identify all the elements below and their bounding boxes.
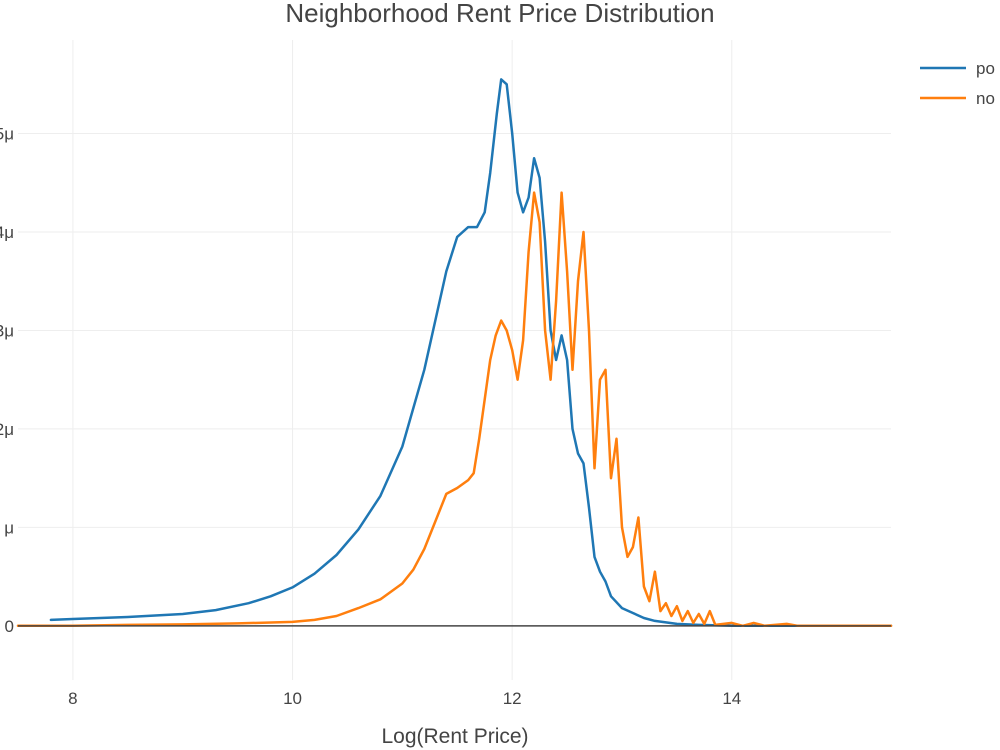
legend[interactable]: po no [920,59,995,108]
y-tick-label-3: 3μ [0,321,14,340]
legend-item-no[interactable]: no [920,89,995,108]
series-line-po [49,78,893,628]
legend-label-po: po [976,59,995,78]
grid [18,40,891,680]
legend-label-no: no [976,89,995,108]
x-tick-label-0: 8 [68,689,77,708]
x-tick-label-3: 14 [722,689,741,708]
y-tick-label-1: μ [4,518,14,537]
series-line-no [16,191,893,628]
x-tick-label-1: 10 [283,689,302,708]
plot-area [16,78,893,628]
legend-item-po[interactable]: po [920,59,995,78]
y-tick-label-4: 4μ [0,223,14,242]
y-tick-label-2: 2μ [0,420,14,439]
x-tick-label-2: 12 [503,689,522,708]
y-tick-label-0: 0 [5,617,14,636]
chart-title: Neighborhood Rent Price Distribution [285,0,714,28]
axis-ticks: 8 10 12 14 0 μ 2μ 3μ 4μ 5μ [0,125,741,708]
x-axis-label: Log(Rent Price) [381,725,528,748]
y-tick-label-5: 5μ [0,125,14,144]
